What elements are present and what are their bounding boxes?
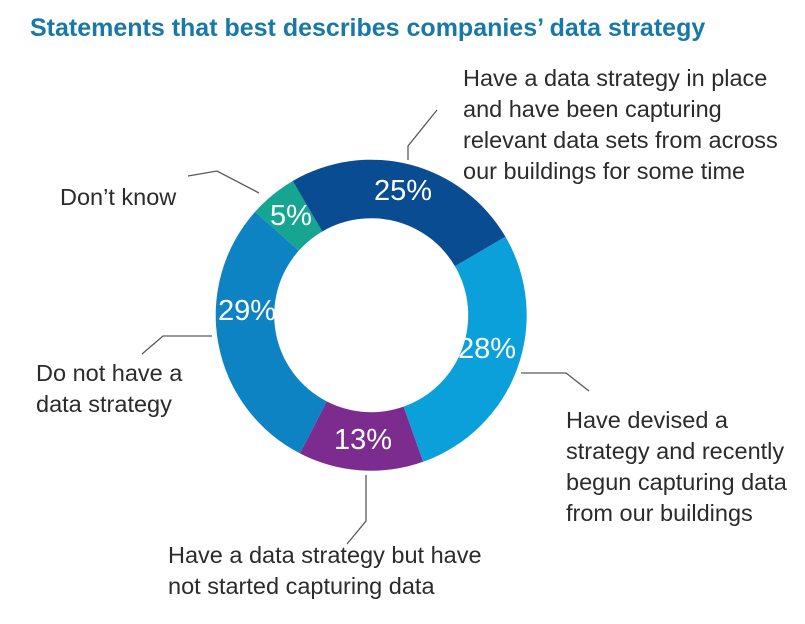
svg-text:29%: 29% (218, 295, 276, 327)
svg-text:25%: 25% (374, 175, 432, 207)
svg-text:28%: 28% (458, 333, 516, 365)
svg-text:13%: 13% (334, 424, 392, 456)
svg-text:5%: 5% (270, 200, 312, 232)
